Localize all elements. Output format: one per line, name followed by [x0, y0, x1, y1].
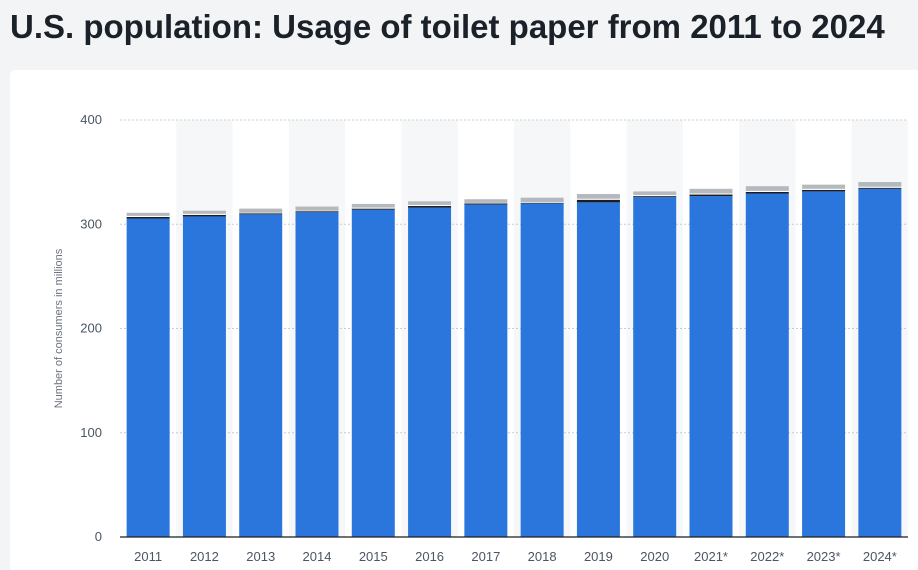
- x-tick-label: 2017: [471, 549, 500, 564]
- bar-segment-2: [464, 202, 508, 204]
- x-tick-label: 2011: [134, 549, 162, 564]
- x-tick-label: 2021*: [694, 549, 728, 564]
- bar-segment-2: [689, 193, 733, 195]
- bar-segment-2: [802, 188, 846, 190]
- x-tick-label: 2024*: [863, 549, 897, 564]
- bar-segment-1: [520, 202, 564, 204]
- y-tick-label: 400: [80, 112, 102, 127]
- bar-segment-2: [239, 212, 283, 214]
- x-tick-label: 2016: [415, 549, 444, 564]
- page-title: U.S. population: Usage of toilet paper f…: [10, 8, 885, 45]
- x-tick-labels: 2011 2012 2013 2014 2015 2016 2017 2018 2019 2020…: [134, 549, 897, 564]
- bar-segment-2: [520, 202, 564, 203]
- bar-segment-0: [858, 188, 902, 537]
- bar-segment-2: [295, 210, 339, 212]
- x-tick-label: 2015: [359, 549, 388, 564]
- bar-segment-3: [520, 197, 564, 203]
- y-tick-label: 300: [80, 216, 102, 231]
- bar-segment-0: [295, 212, 339, 538]
- chart-area: 2011 2012 2013 2014 2015 2016 2017 2018 2019 2020…: [53, 112, 908, 564]
- bar-segment-3: [351, 203, 395, 208]
- bar-segment-1: [576, 199, 620, 203]
- y-tick-label: 200: [80, 321, 102, 336]
- y-tick-label: 0: [95, 529, 102, 544]
- bar-segment-0: [126, 218, 170, 538]
- bar-segment-1: [295, 211, 339, 213]
- bar-segment-1: [239, 213, 283, 215]
- x-tick-label: 2014: [303, 549, 332, 564]
- bar-segment-0: [464, 204, 508, 537]
- x-tick-label: 2020: [640, 549, 669, 564]
- y-axis-title: Number of consumers in millions: [53, 248, 65, 408]
- bar-segment-1: [408, 206, 452, 208]
- bar-segment-0: [182, 216, 226, 537]
- bar-segment-1: [182, 214, 226, 217]
- bar-segment-2: [126, 215, 170, 217]
- bar-segment-3: [295, 206, 339, 211]
- bars: [126, 182, 902, 538]
- bar-segment-2: [745, 190, 789, 192]
- chart-card: 2011 2012 2013 2014 2015 2016 2017 2018 2019 2020…: [10, 70, 918, 570]
- bar-segment-2: [408, 204, 452, 207]
- bar-segment-3: [239, 208, 283, 213]
- bar-segment-3: [408, 201, 452, 205]
- bar-segment-0: [520, 203, 564, 537]
- y-tick-labels: 0 100 200 300 400: [80, 112, 102, 544]
- bar-segment-3: [802, 184, 846, 189]
- bar-segment-3: [689, 188, 733, 194]
- x-tick-label: 2022*: [750, 549, 784, 564]
- bar-segment-0: [576, 202, 620, 538]
- bar-segment-0: [239, 214, 283, 537]
- x-tick-label: 2019: [584, 549, 613, 564]
- bar-segment-3: [126, 212, 170, 216]
- bar-segment-0: [351, 209, 395, 537]
- bar-segment-3: [633, 191, 677, 196]
- bar-segment-0: [802, 191, 846, 537]
- bar-segment-0: [633, 197, 677, 537]
- bar-segment-0: [689, 196, 733, 537]
- x-tick-label: 2013: [246, 549, 275, 564]
- bar-segment-2: [351, 207, 395, 209]
- bar-segment-1: [802, 189, 846, 192]
- bar-segment-3: [464, 199, 508, 203]
- y-tick-label: 100: [80, 425, 102, 440]
- bar-segment-3: [858, 182, 902, 187]
- bar-segment-1: [351, 208, 395, 210]
- bar-segment-1: [858, 187, 902, 189]
- bar-segment-1: [633, 196, 677, 198]
- bar-segment-1: [745, 191, 789, 194]
- bar-segment-3: [182, 210, 226, 214]
- bar-segment-3: [576, 194, 620, 199]
- bar-segment-0: [745, 193, 789, 537]
- x-tick-label: 2023*: [807, 549, 841, 564]
- bar-segment-2: [633, 195, 677, 197]
- bar-segment-3: [745, 186, 789, 191]
- x-tick-label: 2012: [190, 549, 219, 564]
- bar-segment-1: [126, 216, 170, 219]
- x-tick-label: 2018: [528, 549, 557, 564]
- bar-segment-2: [858, 186, 902, 188]
- bar-segment-0: [408, 207, 452, 537]
- bar-segment-2: [182, 213, 226, 215]
- bar-segment-1: [689, 194, 733, 197]
- bar-segment-2: [576, 198, 620, 200]
- bar-segment-1: [464, 203, 508, 205]
